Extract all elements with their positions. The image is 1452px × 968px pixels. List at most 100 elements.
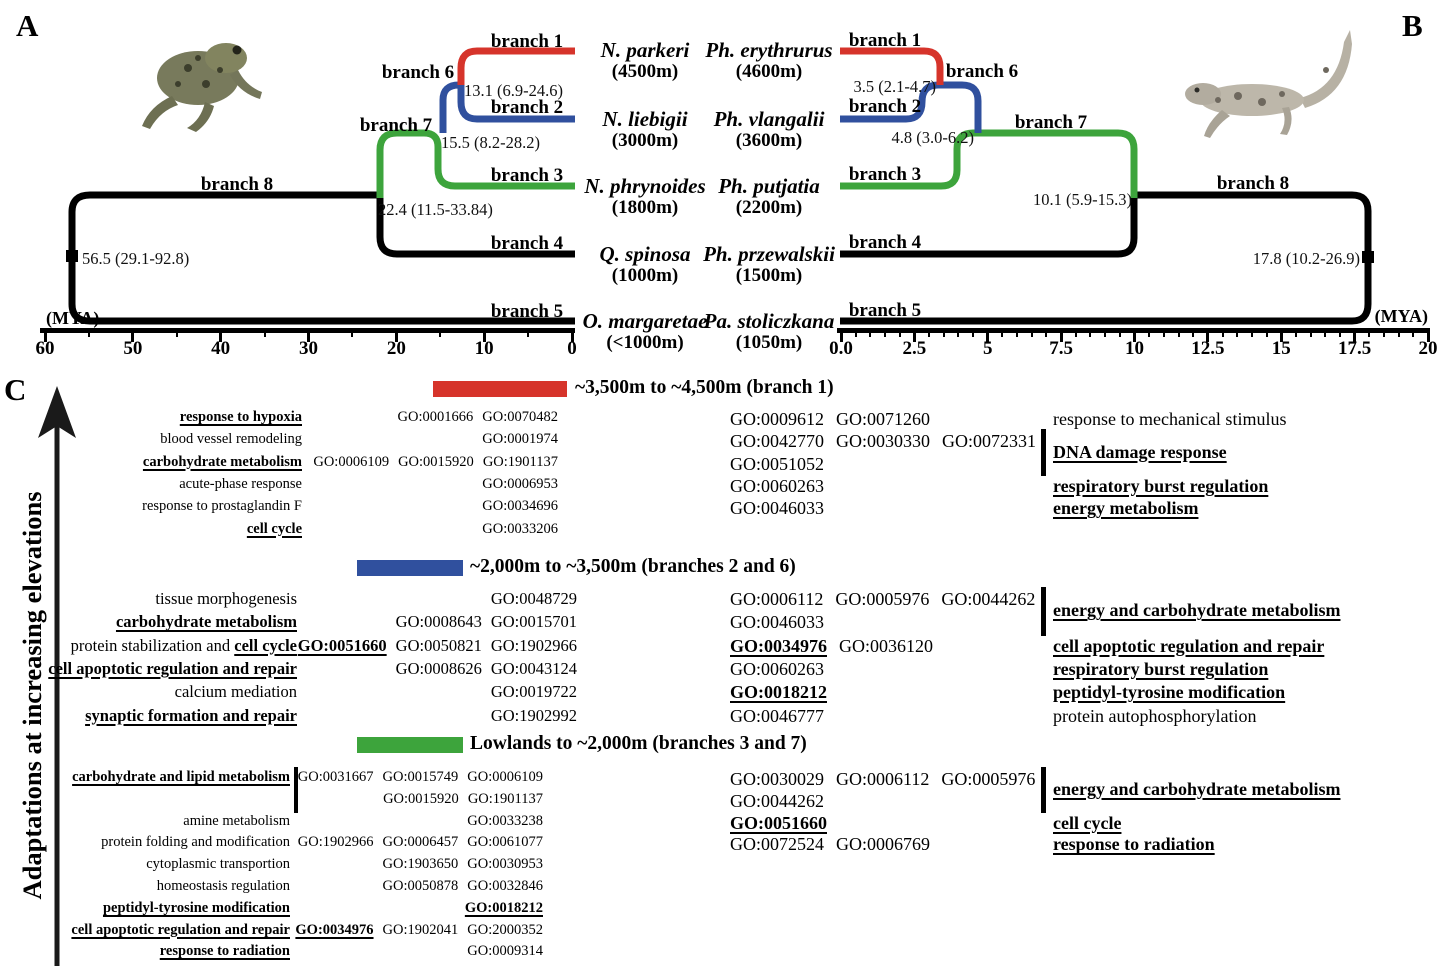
axis-minor-tick [928, 330, 931, 337]
emphasized-term: response to radiation [1053, 834, 1215, 855]
go-category-label: peptidyl-tyrosine modification [0, 900, 290, 917]
branch-1-edge [840, 47, 944, 85]
go-id-group-left: GO:0031667 GO:0015749 GO:0006109 [0, 769, 543, 786]
go-category-label: acute-phase response [0, 476, 302, 493]
term: GO:0030029 [730, 769, 824, 789]
go-id-group-right: GO:0042770 GO:0030330 GO:0072331 [730, 431, 1036, 452]
axis-major-tick [1426, 330, 1430, 342]
go-id-group-right: GO:0018212 [730, 682, 827, 703]
emphasized-term: synaptic formation and repair [85, 705, 297, 725]
emphasized-term: cell apoptotic regulation and repair [48, 658, 297, 678]
go-category-label: cytoplasmic transportion [0, 856, 290, 873]
term: GO:0006109 [467, 769, 543, 785]
term: GO:0006112 [836, 769, 930, 789]
term: GO:0046777 [730, 705, 824, 726]
axis-minor-tick [439, 330, 442, 337]
species-elevation: (1050m) [735, 332, 803, 353]
tree-B [840, 47, 1374, 325]
go-id-group-right: GO:0072524 GO:0006769 [730, 834, 930, 855]
species-label: N. parkeri (4500m) [578, 39, 712, 83]
emphasized-term: carbohydrate metabolism [115, 612, 297, 632]
species-label: Pa. stoliczkana (1050m) [698, 310, 840, 354]
section-color-bar [357, 737, 463, 753]
term: GO:0061077 [467, 834, 543, 851]
emphasized-term: respiratory burst regulation [1053, 475, 1269, 496]
node-age-label: 22.4 (11.5-33.84) [378, 200, 493, 219]
species-elevation: (4500m) [611, 61, 679, 82]
go-id-group-right: GO:0051052 [730, 454, 824, 475]
go-id-group-left: GO:1902992 [0, 706, 577, 726]
go-id-group-left: GO:0034976 GO:1902041 GO:2000352 [0, 922, 543, 939]
term: GO:0044262 [941, 589, 1036, 609]
branch-label: branch 6 [945, 61, 1019, 82]
go-category-label: protein folding and modification [0, 834, 290, 851]
species-name: N. liebigii [602, 107, 688, 131]
axis-minor-tick [263, 330, 266, 337]
emphasized-term: cell cycle [1053, 812, 1122, 833]
go-category-label-right: peptidyl-tyrosine modification [1053, 682, 1285, 703]
branch-label: branch 8 [1216, 173, 1290, 194]
axis-major-tick [986, 330, 990, 342]
species-name: N. parkeri [600, 38, 690, 62]
axis-major-tick [219, 330, 223, 342]
branch-label: branch 1 [848, 30, 922, 51]
axis-minor-tick [1250, 330, 1253, 337]
go-category-label: response to radiation [0, 943, 290, 960]
term: GO:0046033 [730, 498, 824, 519]
term: GO:0006953 [482, 475, 558, 492]
species-elevation: (3000m) [611, 130, 679, 151]
term: amine metabolism [183, 812, 290, 829]
go-category-label-right: response to radiation [1053, 834, 1215, 855]
term: GO:0006109 [313, 453, 390, 470]
go-category-label: synaptic formation and repair [0, 706, 297, 726]
go-id-group-left: GO:0001974 [0, 431, 558, 448]
species-name: Ph. przewalskii [703, 242, 835, 266]
term: GO:0060263 [730, 658, 824, 679]
go-id-group-left: GO:1903650 GO:0030953 [0, 856, 543, 873]
term: GO:0031667 [297, 769, 374, 785]
axis-tick-label: 50 [123, 338, 143, 359]
species-elevation: (<1000m) [606, 332, 684, 353]
axis-minor-tick [1338, 330, 1341, 337]
go-id-group-left: GO:0006109 GO:0015920 GO:1901137 [0, 454, 558, 471]
go-id-group-left: GO:0048729 [0, 589, 577, 609]
term: GO:0001974 [482, 431, 558, 448]
term: GO:1902966 [297, 834, 374, 851]
panel-c-letter: C [4, 372, 27, 407]
branch-label: branch 4 [490, 233, 564, 254]
tree-A [66, 47, 575, 325]
axis-minor-tick [884, 330, 887, 337]
go-category-label: calcium mediation [0, 682, 297, 702]
go-id-group-right: GO:0046033 [730, 498, 824, 519]
branch-label: branch 7 [1014, 112, 1088, 133]
axis-minor-tick [1177, 330, 1180, 337]
axis-major-tick [1353, 330, 1357, 342]
branch-label: branch 2 [490, 97, 564, 118]
term: GO:0006112 [730, 589, 824, 609]
go-id-group-right: GO:0046033 [730, 612, 824, 633]
go-id-group-left: GO:0015920 GO:1901137 [0, 791, 543, 808]
term: GO:0009612 [730, 409, 824, 429]
emphasized-term: peptidyl-tyrosine modification [102, 899, 290, 916]
axis-tick-label: 40 [211, 338, 231, 359]
species-label: Ph. putjatia (2200m) [698, 175, 840, 219]
axis-tick-label: 10 [1125, 338, 1144, 359]
go-id-group-left: GO:0018212 [0, 900, 543, 917]
species-name: Ph. erythrurus [705, 38, 833, 62]
emphasized-term: response to hypoxia [179, 409, 302, 425]
go-category-label: cell apoptotic regulation and repair [0, 922, 290, 939]
term: GO:0044262 [730, 790, 824, 811]
term: GO:1901137 [467, 790, 543, 807]
term: tissue morphogenesis [155, 589, 297, 608]
axis-minor-tick [1162, 330, 1165, 337]
term: GO:0048729 [490, 589, 577, 608]
species-name: Ph. vlangalii [713, 107, 825, 131]
go-category-label-right: cell cycle [1053, 813, 1121, 834]
axis-minor-tick [1030, 330, 1033, 337]
axis-minor-tick [1192, 330, 1195, 337]
go-id-group-right: GO:0060263 [730, 476, 824, 497]
axis-major-tick [43, 330, 47, 342]
axis-tick-label: 7.5 [1049, 338, 1073, 359]
term: GO:0015920 [398, 453, 474, 470]
term: cytoplasmic transportion [146, 856, 290, 873]
